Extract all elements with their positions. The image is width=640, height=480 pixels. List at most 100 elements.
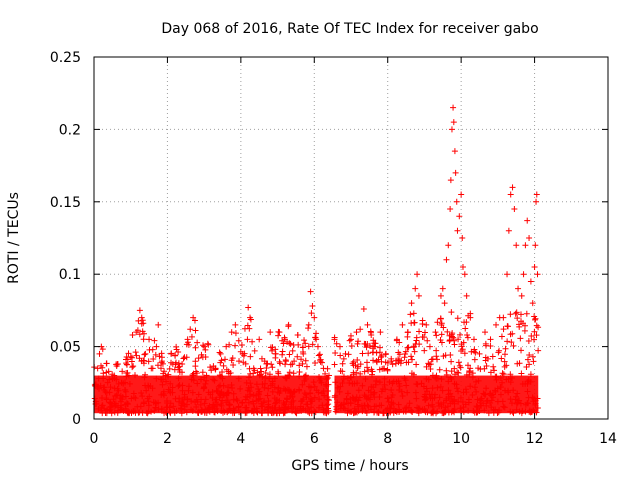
data-point [313,387,320,394]
data-point [429,403,436,410]
data-point [468,348,475,355]
data-point [451,341,458,348]
data-point [527,278,534,285]
data-point [114,360,121,367]
data-point [340,373,347,380]
data-point [245,304,252,311]
data-point [201,383,208,390]
data-point [125,372,132,379]
y-axis-label: ROTI / TECUs [6,192,22,284]
data-point [267,329,274,336]
data-point [203,377,210,384]
data-point [477,366,484,373]
data-point [344,375,351,382]
data-point [115,380,122,387]
data-point [349,380,356,387]
data-point [132,395,139,402]
data-point [488,404,495,411]
data-point [232,321,239,328]
data-point [355,387,362,394]
data-point [221,356,228,363]
data-point [517,335,524,342]
data-point [239,350,246,357]
data-point [473,388,480,395]
data-point [207,364,214,371]
data-point [483,385,490,392]
data-point [126,380,133,387]
data-point [312,409,319,416]
data-point [396,380,403,387]
data-point [424,388,431,395]
data-point [303,394,310,401]
data-point [333,403,340,410]
data-point [255,391,262,398]
data-point [280,340,287,347]
data-point [365,387,372,394]
data-point [290,342,297,349]
data-point [361,402,368,409]
data-point [282,361,289,368]
data-point [325,397,332,404]
data-point [151,407,158,414]
data-point [225,407,232,414]
data-point [230,396,237,403]
data-point [204,340,211,347]
y-axis-ticks: 0 0.05 0.1 0.15 0.2 0.25 [50,50,608,428]
data-point [154,362,161,369]
data-point [474,396,481,403]
data-point [149,346,156,353]
data-point [158,350,165,357]
data-point [114,385,121,392]
data-point [208,367,215,374]
data-point [257,365,264,372]
data-point [155,321,162,328]
chart-title: Day 068 of 2016, Rate Of TEC Index for r… [161,21,538,37]
data-point [215,383,222,390]
data-point [354,356,361,363]
data-point [513,309,520,316]
data-point [381,375,388,382]
data-point [302,376,309,383]
data-point [355,338,362,345]
data-point [474,409,481,416]
data-point [107,384,114,391]
x-tick-label: 14 [599,431,617,447]
data-point [494,398,501,405]
data-point [216,394,223,401]
data-point [472,349,479,356]
data-point [409,408,416,415]
data-point [411,343,418,350]
data-point [323,376,330,383]
data-point [309,303,316,310]
data-point [278,404,285,411]
data-point [290,370,297,377]
data-point [312,359,319,366]
data-point [251,405,258,412]
data-point [337,367,344,374]
data-point [473,403,480,410]
data-point [130,390,137,397]
data-point [499,370,506,377]
data-point [202,396,209,403]
data-point [150,355,157,362]
data-point [119,368,126,375]
data-point [332,350,339,357]
data-point [373,357,380,364]
data-point [369,368,376,375]
data-point [396,387,403,394]
data-point [229,385,236,392]
data-point [499,379,506,386]
data-point [415,292,422,299]
data-point [448,358,455,365]
data-point [428,356,435,363]
data-point [315,352,322,359]
data-point [494,385,501,392]
data-point [152,404,159,411]
data-point [250,370,257,377]
data-point [336,388,343,395]
data-point [370,337,377,344]
data-point [124,356,131,363]
data-point [235,403,242,410]
data-point [371,343,378,350]
data-point [172,352,179,359]
